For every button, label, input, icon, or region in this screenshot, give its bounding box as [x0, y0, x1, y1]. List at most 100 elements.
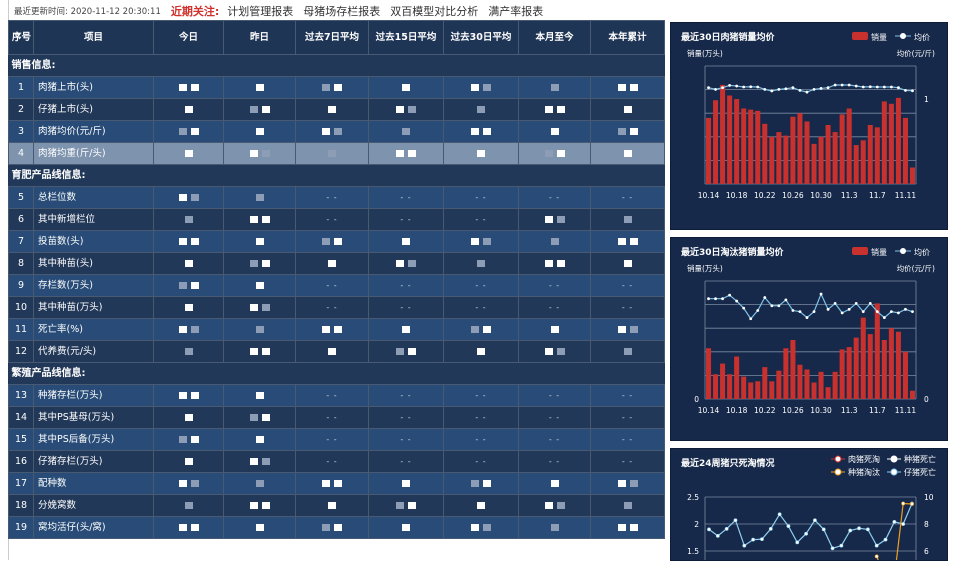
bar	[909, 390, 915, 399]
value-cell	[443, 318, 519, 341]
cell-value: - -	[475, 413, 487, 422]
bar	[776, 370, 782, 399]
masked-value	[322, 480, 330, 487]
table-row[interactable]: 11 死亡率(%)	[8, 318, 665, 341]
bar	[811, 382, 817, 399]
row-item: 肉猪上市(头)	[33, 76, 154, 99]
price-point	[904, 307, 907, 311]
value-cell	[590, 230, 665, 253]
bar	[853, 145, 859, 184]
table-row[interactable]: 2 仔猪上市(头)	[8, 98, 665, 121]
masked-value	[261, 150, 270, 157]
value-cell: - -	[443, 274, 519, 297]
table-row[interactable]: 9 存栏数(万头) - - - - - - - - - -	[8, 274, 665, 297]
masked-value	[190, 392, 199, 399]
section-row: 育肥产品线信息:	[8, 164, 665, 187]
masked-value	[190, 84, 199, 91]
masked-value	[477, 150, 485, 157]
masked-value	[396, 348, 404, 355]
value-cell	[443, 142, 519, 165]
price-point	[749, 317, 753, 321]
table-row[interactable]: 7 投苗数(头)	[8, 230, 665, 253]
bar	[881, 101, 887, 184]
series-point	[751, 537, 756, 542]
table-row[interactable]: 16 仔猪存栏(万头) - - - - - - - - - -	[8, 450, 665, 473]
masked-value	[334, 524, 342, 531]
value-cell	[295, 120, 369, 143]
bar	[755, 110, 761, 184]
price-point	[868, 85, 872, 89]
value-cell	[223, 494, 296, 517]
cell-value: - -	[400, 215, 412, 224]
bar	[713, 100, 719, 184]
value-cell	[368, 120, 444, 143]
value-cell	[518, 252, 591, 275]
price-point	[833, 302, 837, 305]
value-cell: - -	[518, 186, 591, 209]
masked-value	[249, 502, 258, 509]
bar	[755, 381, 761, 399]
x-tick-label: 10.14	[698, 191, 720, 200]
table-row[interactable]: 19 窝均活仔(头/窝)	[8, 516, 665, 539]
table-row[interactable]: 10 其中种苗(万头) - - - - - - - - - -	[8, 296, 665, 319]
value-cell: - -	[295, 296, 369, 319]
table-row[interactable]: 12 代养费(元/头)	[8, 340, 665, 363]
value-cell	[518, 230, 591, 253]
link-plan-report[interactable]: 计划管理报表	[227, 5, 294, 18]
masked-value	[477, 502, 485, 509]
bar	[881, 340, 887, 399]
value-cell	[590, 120, 665, 143]
price-point	[735, 84, 739, 88]
masked-value	[255, 480, 264, 487]
price-point	[854, 84, 858, 88]
table-row[interactable]: 4 肉猪均重(斤/头)	[8, 142, 665, 165]
table-row[interactable]: 8 其中种苗(头)	[8, 252, 665, 275]
table-row[interactable]: 15 其中PS后备(万头) - - - - - - - - - -	[8, 428, 665, 451]
value-cell	[590, 252, 665, 275]
table-row[interactable]: 5 总栏位数 - - - - - - - - - -	[8, 186, 665, 209]
table-row[interactable]: 17 配种数	[8, 472, 665, 495]
price-point	[721, 297, 724, 301]
cell-value: - -	[400, 435, 412, 444]
table-row[interactable]: 18 分娩窝数	[8, 494, 665, 517]
value-cell	[153, 318, 224, 341]
masked-value	[178, 436, 187, 443]
price-point	[897, 86, 900, 90]
masked-value	[261, 458, 270, 465]
masked-value	[261, 414, 270, 421]
masked-value	[261, 502, 270, 509]
value-cell	[368, 98, 444, 121]
masked-value	[402, 480, 410, 487]
column-header: 序号	[8, 20, 34, 55]
value-cell	[153, 472, 224, 495]
cell-value: - -	[326, 303, 338, 312]
masked-value	[483, 480, 491, 487]
row-item: 其中种苗(万头)	[33, 296, 154, 319]
masked-value	[249, 348, 258, 355]
masked-value	[471, 524, 479, 531]
value-cell	[590, 340, 665, 363]
masked-value	[396, 260, 404, 267]
table-row[interactable]: 1 肉猪上市(头)	[8, 76, 665, 99]
table-row[interactable]: 14 其中PS基母(万头) - - - - - - - - - -	[8, 406, 665, 429]
cell-value: - -	[475, 193, 487, 202]
row-item: 投苗数(头)	[33, 230, 154, 253]
link-model-comparison[interactable]: 双百模型对比分析	[390, 5, 479, 18]
x-tick-label: 10.14	[698, 406, 720, 415]
bar	[783, 135, 789, 184]
link-full-production-report[interactable]: 满产率报表	[488, 5, 544, 18]
row-item: 种猪存栏(万头)	[33, 384, 154, 407]
row-item: 肉猪均重(斤/头)	[33, 142, 154, 165]
link-sow-inventory-report[interactable]: 母猪场存栏报表	[303, 5, 381, 18]
masked-value	[255, 436, 264, 443]
table-row[interactable]: 6 其中新增栏位 - - - - - -	[8, 208, 665, 231]
series-point	[760, 537, 764, 542]
table-row[interactable]: 13 种猪存栏(万头) - - - - - - - - - -	[8, 384, 665, 407]
row-number: 10	[8, 296, 34, 319]
bar	[797, 113, 803, 184]
value-cell	[223, 384, 296, 407]
cell-value: - -	[548, 391, 561, 400]
masked-value	[178, 128, 187, 135]
x-tick-label: 10.30	[810, 406, 832, 415]
table-row[interactable]: 3 肉猪均价(元/斤)	[8, 120, 665, 143]
